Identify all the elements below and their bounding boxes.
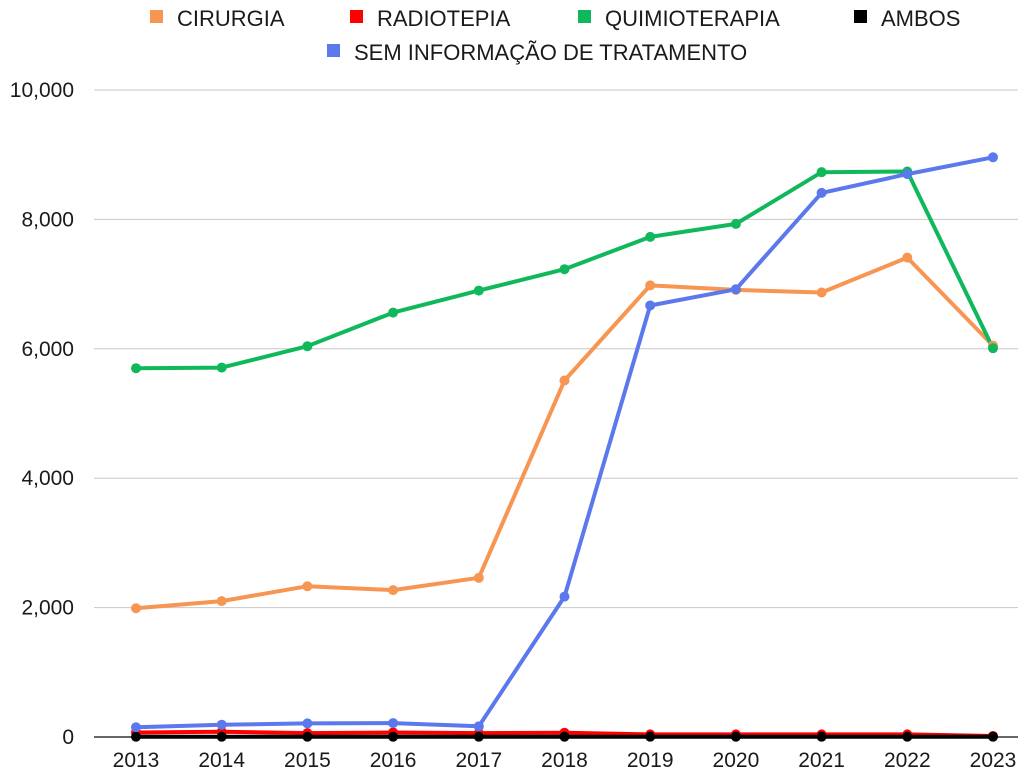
data-point-sem-informacao-de-tratamento [388, 718, 399, 729]
y-tick-label: 2,000 [21, 597, 74, 620]
data-point-cirurgia [302, 581, 313, 592]
y-tick-label: 0 [62, 726, 74, 749]
x-tick-label: 2018 [541, 749, 588, 768]
x-tick-label: 2020 [713, 749, 760, 768]
legend-swatch-sem-informacao-de-tratamento [327, 44, 340, 57]
legend-label-cirurgia: CIRURGIA [177, 6, 285, 31]
data-point-sem-informacao-de-tratamento [645, 300, 656, 311]
data-point-cirurgia [131, 603, 141, 614]
series-line-sem-informacao-de-tratamento [134, 155, 995, 730]
data-point-sem-informacao-de-tratamento [216, 719, 227, 730]
data-point-ambos [559, 731, 570, 742]
y-tick-label: 4,000 [21, 467, 74, 490]
legend-label-sem-informacao-de-tratamento: SEM INFORMAÇÃO DE TRATAMENTO [354, 40, 747, 65]
data-point-quimioterapia [302, 341, 313, 352]
data-point-ambos [302, 731, 313, 742]
data-point-ambos [816, 731, 827, 742]
data-point-sem-informacao-de-tratamento [473, 721, 484, 732]
data-point-sem-informacao-de-tratamento [302, 718, 313, 729]
data-point-cirurgia [645, 280, 656, 291]
y-tick-label: 6,000 [21, 338, 74, 361]
y-tick-label: 8,000 [21, 208, 74, 231]
legend-swatch-cirurgia [150, 10, 163, 23]
data-point-ambos [131, 731, 141, 742]
data-point-quimioterapia [645, 231, 656, 242]
data-point-cirurgia [816, 287, 827, 298]
x-tick-label: 2017 [455, 749, 502, 768]
data-point-ambos [216, 731, 227, 742]
y-axis: 0 2,000 4,000 6,000 8,000 10,000 [10, 79, 74, 749]
x-tick-label: 2021 [798, 749, 845, 768]
data-point-quimioterapia [730, 218, 741, 229]
data-point-sem-informacao-de-tratamento [902, 169, 913, 180]
y-tick-label: 10,000 [10, 79, 74, 102]
data-point-quimioterapia [131, 363, 141, 374]
x-tick-label: 2015 [284, 749, 331, 768]
data-point-cirurgia [902, 252, 913, 263]
series-line-cirurgia [134, 255, 995, 611]
data-point-sem-informacao-de-tratamento [816, 187, 827, 198]
series-lines [134, 155, 995, 739]
data-point-ambos [988, 731, 998, 742]
x-tick-label: 2023 [970, 749, 1017, 768]
data-point-quimioterapia [816, 167, 827, 178]
x-tick-label: 2013 [113, 749, 160, 768]
legend-swatch-radiotepia [350, 10, 363, 23]
data-point-ambos [902, 731, 913, 742]
data-point-ambos [388, 731, 399, 742]
data-point-cirurgia [388, 585, 399, 596]
x-tick-label: 2016 [370, 749, 417, 768]
data-point-quimioterapia [559, 264, 570, 275]
legend-swatch-quimioterapia [578, 10, 591, 23]
series-points [131, 152, 998, 742]
x-tick-label: 2014 [198, 749, 245, 768]
legend-swatch-ambos [854, 10, 867, 23]
legend-label-radiotepia: RADIOTEPIA [377, 6, 511, 31]
legend-label-ambos: AMBOS [881, 6, 960, 31]
x-axis: 2013 2014 2015 2016 2017 2018 2019 2020 2021 2022… [113, 749, 1017, 768]
data-point-quimioterapia [216, 362, 227, 373]
data-point-cirurgia [473, 572, 484, 583]
data-point-cirurgia [559, 375, 570, 386]
data-point-quimioterapia [473, 285, 484, 296]
x-tick-label: 2022 [884, 749, 931, 768]
data-point-sem-informacao-de-tratamento [131, 722, 141, 733]
x-tick-label: 2019 [627, 749, 674, 768]
data-point-cirurgia [216, 596, 227, 607]
data-point-quimioterapia [988, 343, 998, 354]
data-point-ambos [730, 731, 741, 742]
data-point-sem-informacao-de-tratamento [730, 284, 741, 295]
legend-label-quimioterapia: QUIMIOTERAPIA [605, 6, 780, 31]
data-point-ambos [473, 731, 484, 742]
data-point-quimioterapia [388, 307, 399, 318]
gridlines [94, 89, 1018, 738]
legend: CIRURGIA RADIOTEPIA QUIMIOTERAPIA AMBOS SEM … [150, 6, 960, 65]
data-point-sem-informacao-de-tratamento [559, 591, 570, 602]
data-point-ambos [645, 731, 656, 742]
data-point-sem-informacao-de-tratamento [988, 152, 998, 163]
